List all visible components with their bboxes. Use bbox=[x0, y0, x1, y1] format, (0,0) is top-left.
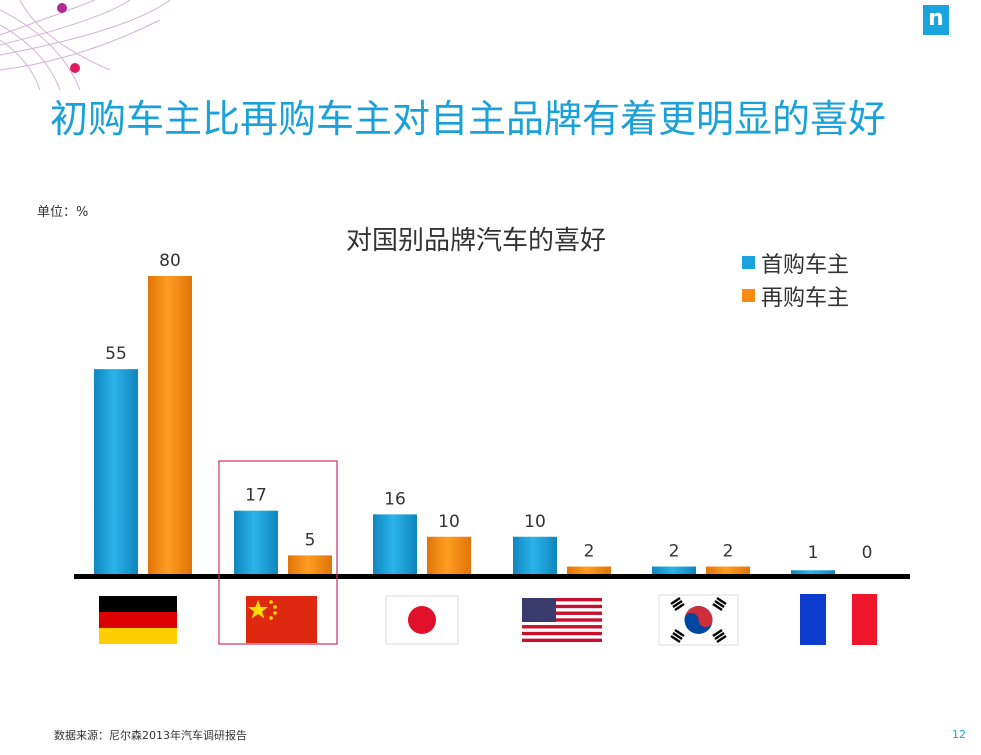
data-label-repeat-korea: 2 bbox=[723, 542, 734, 562]
data-label-first-usa: 10 bbox=[524, 512, 546, 532]
data-label-first-korea: 2 bbox=[669, 542, 680, 562]
data-label-repeat-germany: 80 bbox=[159, 251, 181, 271]
data-label-repeat-france: 0 bbox=[862, 543, 873, 563]
data-source-note: 数据来源：尼尔森2013年汽车调研报告 bbox=[54, 729, 247, 742]
bar-repeat-japan bbox=[427, 536, 471, 574]
data-label-first-japan: 16 bbox=[384, 489, 406, 509]
data-label-first-germany: 55 bbox=[105, 344, 127, 364]
data-label-repeat-japan: 10 bbox=[438, 512, 460, 532]
legend-item-first-buyers: 首购车主 bbox=[742, 246, 849, 279]
bar-repeat-korea bbox=[706, 566, 750, 574]
bar-first-japan bbox=[373, 514, 417, 574]
x-axis-baseline bbox=[74, 574, 910, 579]
bar-first-korea bbox=[652, 566, 696, 574]
bar-repeat-germany bbox=[148, 276, 192, 574]
data-label-first-china: 17 bbox=[245, 486, 267, 506]
data-label-repeat-china: 5 bbox=[305, 530, 316, 550]
bar-repeat-china bbox=[288, 555, 332, 574]
data-label-first-france: 1 bbox=[808, 543, 819, 563]
highlight-box-china bbox=[218, 460, 338, 645]
germany-flag bbox=[99, 596, 177, 644]
legend-label-first: 首购车主 bbox=[761, 252, 850, 278]
page-number: 12 bbox=[952, 728, 966, 741]
usa-flag bbox=[522, 598, 602, 642]
china-flag bbox=[246, 596, 317, 643]
bar-first-germany bbox=[94, 369, 138, 574]
legend-item-repeat-buyers: 再购车主 bbox=[742, 279, 849, 312]
decorative-arcs bbox=[0, 0, 171, 90]
page-title: 初购车主比再购车主对自主品牌有着更明显的喜好 bbox=[50, 97, 887, 141]
bar-first-usa bbox=[513, 536, 557, 574]
bar-repeat-usa bbox=[567, 566, 611, 574]
legend-label-repeat: 再购车主 bbox=[761, 285, 850, 311]
japan-flag bbox=[385, 595, 459, 645]
chart-legend: 首购车主 再购车主 bbox=[742, 246, 849, 312]
nielsen-logo: n bbox=[923, 5, 949, 35]
chart-title: 对国别品牌汽车的喜好 bbox=[346, 226, 607, 256]
france-flag bbox=[800, 594, 877, 645]
bar-first-france bbox=[791, 570, 835, 574]
legend-swatch-first bbox=[742, 256, 755, 269]
korea-flag bbox=[658, 594, 739, 646]
data-label-repeat-usa: 2 bbox=[584, 542, 595, 562]
legend-swatch-repeat bbox=[742, 289, 755, 302]
bar-first-china bbox=[234, 510, 278, 574]
unit-label: 单位：% bbox=[37, 205, 89, 220]
